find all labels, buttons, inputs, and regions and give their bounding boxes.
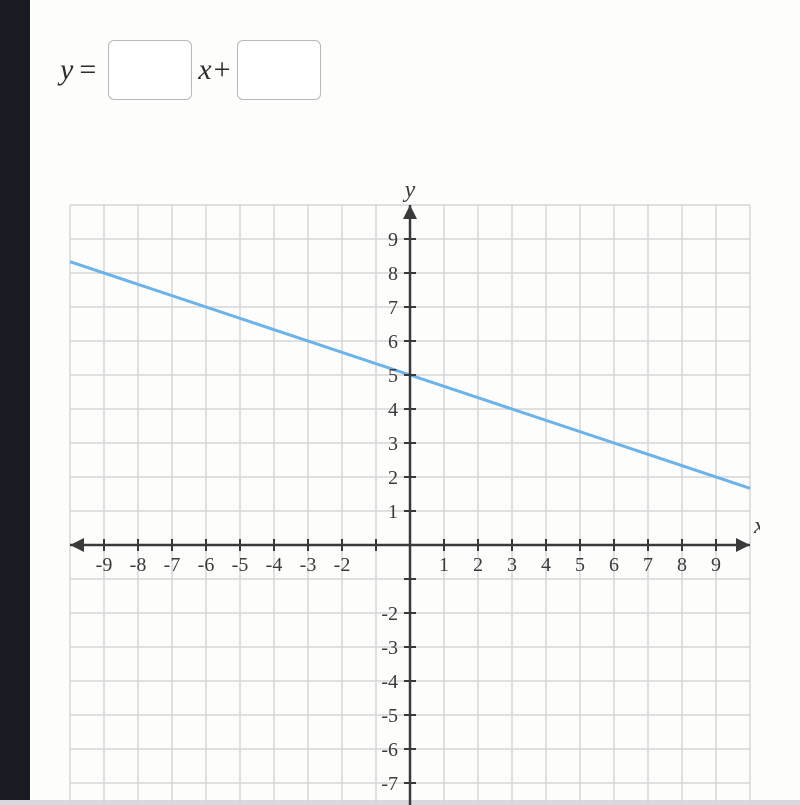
- x-tick-label: -9: [96, 554, 113, 576]
- y-tick-label: -7: [381, 773, 398, 795]
- x-tick-label: 6: [609, 554, 619, 576]
- y-tick-label: 5: [388, 365, 398, 387]
- y-tick-label: 6: [388, 331, 398, 353]
- y-tick-label: 7: [388, 297, 398, 319]
- equation-y: y: [60, 53, 73, 87]
- x-tick-label: -5: [232, 554, 249, 576]
- equation-plus: +: [214, 53, 231, 87]
- x-tick-label: 8: [677, 554, 687, 576]
- slope-input[interactable]: [108, 40, 192, 100]
- x-tick-label: -8: [130, 554, 147, 576]
- x-tick-label: -2: [334, 554, 351, 576]
- x-tick-label: -6: [198, 554, 215, 576]
- x-tick-label: 2: [473, 554, 483, 576]
- x-tick-label: 9: [711, 554, 721, 576]
- y-tick-label: 8: [388, 263, 398, 285]
- y-tick-label: 2: [388, 467, 398, 489]
- x-tick-label: 3: [507, 554, 517, 576]
- x-tick-label: 4: [541, 554, 551, 576]
- equation-editor: y = x +: [60, 40, 327, 100]
- x-axis-label: x: [753, 513, 760, 539]
- y-tick-label: 3: [388, 433, 398, 455]
- equation-equals: =: [79, 53, 96, 87]
- x-tick-label: -3: [300, 554, 317, 576]
- equation-x: x: [198, 53, 211, 87]
- x-tick-label: 5: [575, 554, 585, 576]
- x-tick-label: 7: [643, 554, 653, 576]
- coordinate-graph: -9-8-7-6-5-4-3-2123456789-8-7-6-5-4-3-21…: [60, 175, 760, 785]
- intercept-input[interactable]: [237, 40, 321, 100]
- y-tick-label: -2: [381, 603, 398, 625]
- y-tick-label: -4: [381, 671, 398, 693]
- x-tick-label: -4: [266, 554, 283, 576]
- y-tick-label: -3: [381, 637, 398, 659]
- y-tick-label: 4: [388, 399, 398, 421]
- x-tick-label: -7: [164, 554, 181, 576]
- y-axis-label: y: [403, 177, 416, 203]
- y-tick-label: 9: [388, 229, 398, 251]
- x-tick-label: 1: [439, 554, 449, 576]
- y-tick-label: -6: [381, 739, 398, 761]
- y-tick-label: 1: [388, 501, 398, 523]
- y-tick-label: -5: [381, 705, 398, 727]
